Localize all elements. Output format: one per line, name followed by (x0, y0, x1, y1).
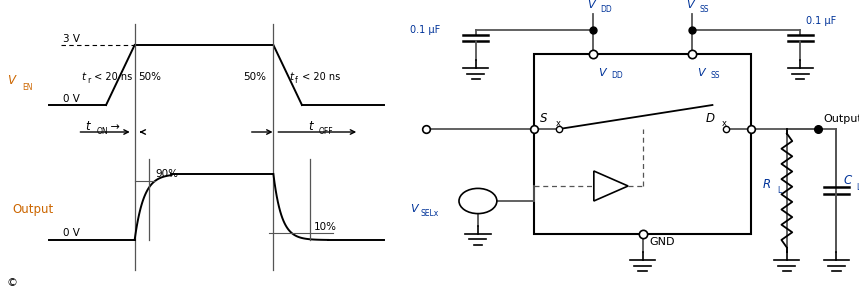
Circle shape (459, 188, 497, 214)
Text: 50%: 50% (138, 71, 161, 82)
Text: DD: DD (611, 71, 623, 80)
Text: V: V (8, 74, 15, 88)
Text: V: V (599, 68, 606, 77)
Text: t: t (308, 120, 313, 133)
Text: 0 V: 0 V (64, 228, 80, 238)
Text: 0.1 µF: 0.1 µF (806, 16, 836, 26)
Text: S: S (539, 112, 547, 125)
Text: < 20 ns: < 20 ns (299, 71, 340, 82)
Text: EN: EN (22, 82, 33, 91)
Text: Output: Output (823, 114, 859, 124)
Text: V: V (686, 1, 694, 10)
Text: ©: © (6, 278, 17, 288)
Text: SELx: SELx (420, 208, 438, 217)
Text: SS: SS (710, 71, 720, 80)
Text: f: f (295, 76, 298, 85)
Text: t: t (82, 71, 86, 82)
Text: 0 V: 0 V (64, 94, 80, 103)
Text: t: t (289, 71, 294, 82)
Text: < 20 ns: < 20 ns (90, 71, 131, 82)
Text: L: L (856, 184, 859, 193)
Text: V: V (587, 1, 594, 10)
Text: x: x (556, 119, 560, 128)
Text: C: C (844, 174, 851, 187)
Text: →: → (107, 122, 119, 132)
Text: D: D (706, 112, 715, 125)
Text: OFF: OFF (319, 127, 333, 136)
Text: 50%: 50% (243, 71, 265, 82)
Text: V: V (411, 203, 418, 214)
Text: GND: GND (649, 237, 675, 247)
Text: 0.1 µF: 0.1 µF (411, 25, 441, 35)
Text: V: V (698, 68, 705, 77)
Text: x: x (722, 119, 727, 128)
Text: 10%: 10% (314, 222, 338, 232)
Bar (534, 54, 751, 234)
Text: Output: Output (12, 203, 53, 217)
Text: t: t (86, 120, 90, 133)
Text: SS: SS (699, 4, 709, 14)
Text: 90%: 90% (155, 169, 179, 179)
Text: L: L (777, 186, 781, 195)
Text: r: r (87, 76, 90, 85)
Text: 3 V: 3 V (64, 34, 80, 44)
Text: ON: ON (97, 127, 108, 136)
Text: DD: DD (600, 4, 612, 14)
Text: R: R (763, 178, 771, 190)
